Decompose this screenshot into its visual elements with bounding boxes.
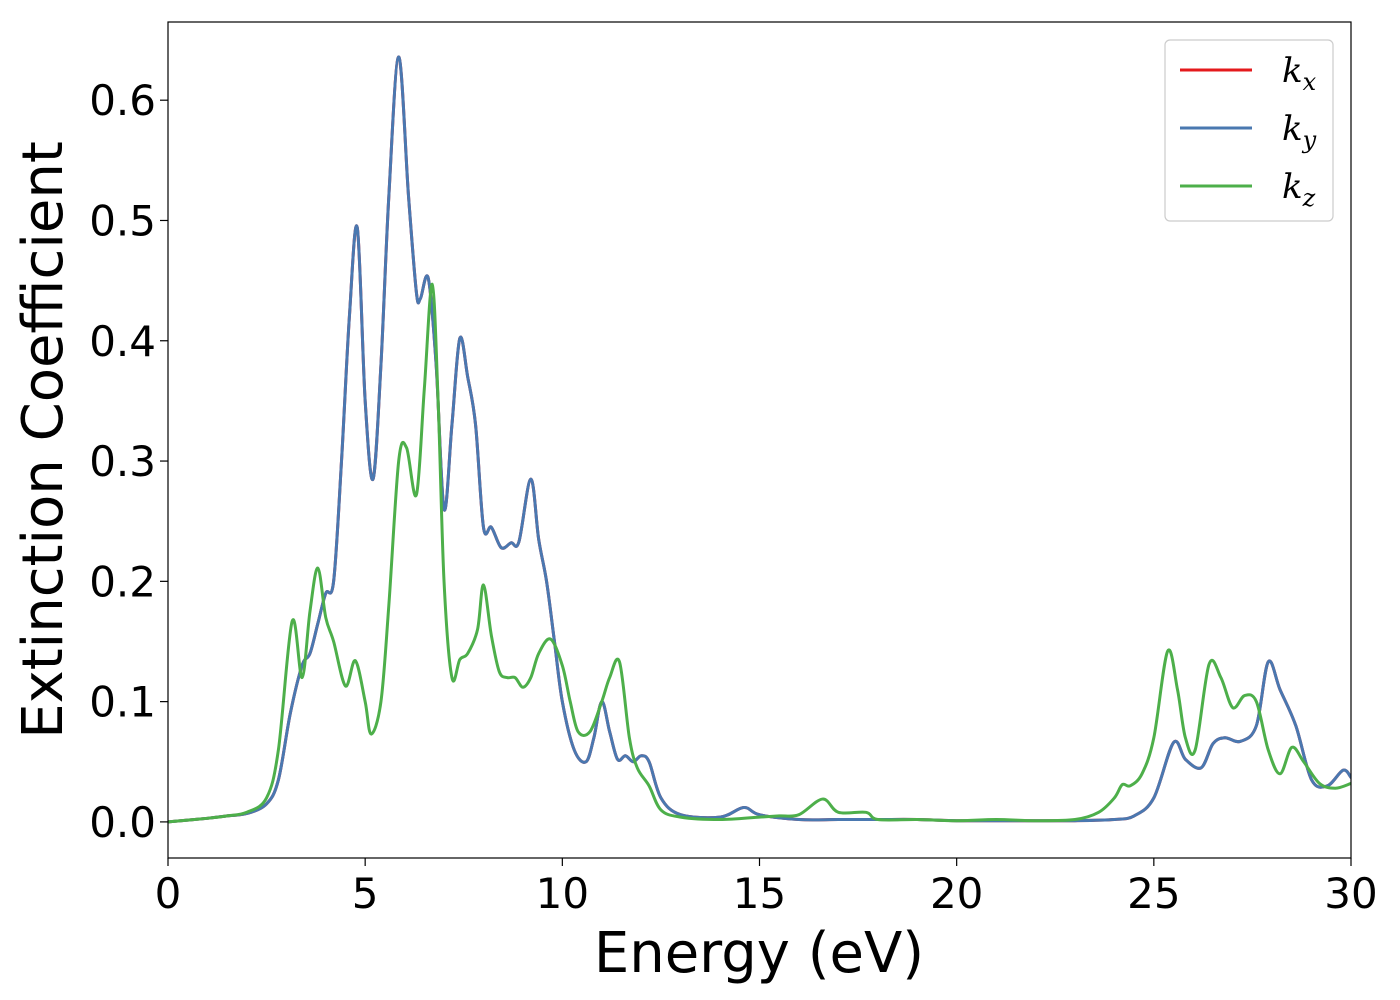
legend-label: kz bbox=[1282, 167, 1316, 212]
x-axis-label: Energy (eV) bbox=[594, 921, 924, 986]
y-axis-label: Extinction Coefficient bbox=[11, 141, 76, 739]
series-line-ky bbox=[168, 55, 1351, 824]
y-axis: 0.0 0.1 0.2 0.3 0.4 0.5 0.6 bbox=[89, 76, 168, 847]
y-tick-label: 0.4 bbox=[89, 317, 156, 366]
x-tick-label: 15 bbox=[733, 869, 786, 918]
x-tick-label: 5 bbox=[352, 869, 379, 918]
x-tick-label: 10 bbox=[536, 869, 589, 918]
legend-box bbox=[1164, 39, 1334, 222]
series-line-kz bbox=[168, 282, 1351, 824]
y-tick-label: 0.5 bbox=[89, 196, 156, 245]
y-tick-label: 0.6 bbox=[89, 76, 156, 125]
legend-label: ky bbox=[1282, 109, 1317, 154]
x-tick-label: 25 bbox=[1127, 869, 1180, 918]
x-tick-label: 20 bbox=[930, 869, 983, 918]
x-tick-label: 0 bbox=[155, 869, 182, 918]
y-tick-label: 0.0 bbox=[89, 798, 156, 847]
x-tick-label: 30 bbox=[1324, 869, 1377, 918]
legend: kx ky kz bbox=[1164, 39, 1334, 222]
y-tick-label: 0.1 bbox=[89, 678, 156, 727]
y-tick-label: 0.3 bbox=[89, 437, 156, 486]
y-tick-label: 0.2 bbox=[89, 557, 156, 606]
series-layer bbox=[168, 55, 1351, 824]
x-axis: 0 5 10 15 20 25 30 bbox=[155, 858, 1378, 918]
legend-label: kx bbox=[1282, 51, 1317, 96]
